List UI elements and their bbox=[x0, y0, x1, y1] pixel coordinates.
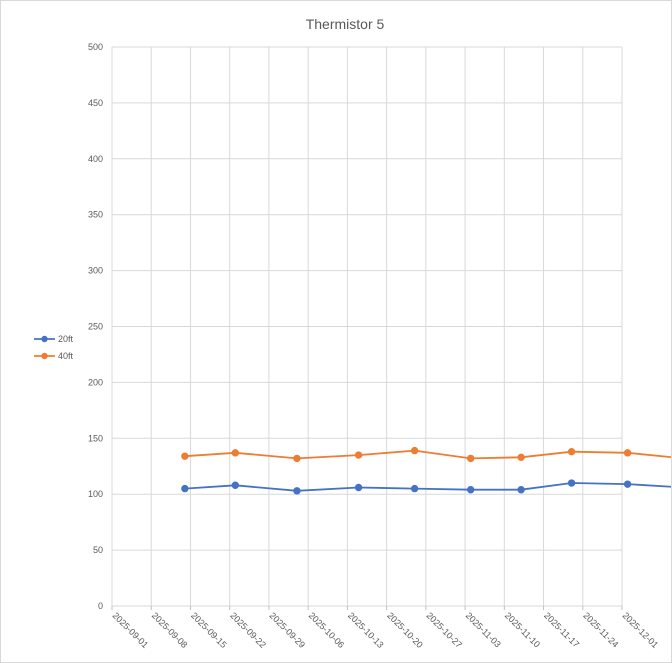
y-tick-label: 200 bbox=[88, 377, 103, 387]
data-point-20ft bbox=[623, 480, 632, 488]
x-tick-label: 2025-11-03 bbox=[464, 610, 503, 649]
data-point-40ft bbox=[181, 452, 189, 460]
x-tick-label: 2025-11-17 bbox=[542, 610, 581, 649]
x-tick-label: 2025-10-27 bbox=[424, 610, 464, 650]
series-line-40ft bbox=[184, 449, 671, 460]
x-tick-label: 2025-09-08 bbox=[150, 610, 190, 650]
data-point-40ft bbox=[231, 449, 239, 457]
x-tick-label: 2025-10-20 bbox=[385, 610, 425, 650]
legend-marker-40ft bbox=[41, 352, 48, 360]
data-point-20ft bbox=[231, 481, 239, 489]
y-tick-label: 50 bbox=[93, 545, 103, 555]
chart-title: Thermistor 5 bbox=[306, 16, 385, 32]
x-axis-ticks: 2025-09-01 2025-09-08 2025-09-15 2025-09-22… bbox=[111, 610, 661, 650]
legend-label-40ft: 40ft bbox=[58, 351, 74, 361]
data-point-40ft bbox=[293, 454, 301, 463]
data-point-40ft bbox=[623, 449, 632, 457]
y-tick-label: 150 bbox=[88, 433, 103, 443]
data-point-20ft bbox=[567, 479, 576, 487]
x-tick-label: 2025-09-29 bbox=[268, 610, 308, 650]
x-tick-label: 2025-10-06 bbox=[307, 610, 347, 650]
x-tick-label: 2025-11-24 bbox=[581, 610, 620, 649]
y-tick-label: 400 bbox=[88, 154, 103, 164]
x-tick-label: 2025-12-01 bbox=[621, 610, 661, 650]
legend-marker-20ft bbox=[41, 335, 48, 343]
legend: 20ft 40ft bbox=[34, 334, 74, 361]
data-point-20ft bbox=[517, 486, 525, 494]
y-tick-label: 500 bbox=[88, 42, 103, 52]
data-point-20ft bbox=[410, 484, 419, 493]
y-tick-label: 300 bbox=[88, 266, 103, 276]
x-tick-label: 2025-10-13 bbox=[346, 610, 386, 650]
x-tick-label: 2025-09-01 bbox=[111, 610, 151, 650]
data-point-20ft bbox=[354, 483, 363, 492]
legend-label-20ft: 20ft bbox=[58, 334, 74, 344]
series-line-20ft bbox=[184, 482, 671, 492]
grid-lines bbox=[111, 46, 623, 610]
data-point-20ft bbox=[293, 487, 301, 495]
series-lines bbox=[181, 446, 671, 495]
y-tick-label: 0 bbox=[98, 601, 103, 611]
data-point-40ft bbox=[466, 454, 475, 463]
data-point-40ft bbox=[410, 446, 419, 455]
data-point-20ft bbox=[181, 484, 189, 493]
data-point-40ft bbox=[567, 448, 576, 456]
y-tick-label: 350 bbox=[88, 210, 103, 220]
data-point-40ft bbox=[354, 451, 363, 459]
data-point-20ft bbox=[466, 486, 475, 494]
y-tick-label: 250 bbox=[88, 322, 103, 332]
data-point-40ft bbox=[517, 453, 525, 462]
x-tick-label: 2025-09-15 bbox=[189, 610, 229, 650]
x-tick-label: 2025-09-22 bbox=[228, 610, 268, 650]
y-tick-label: 450 bbox=[88, 98, 103, 108]
x-tick-label: 2025-11-10 bbox=[503, 610, 542, 649]
y-tick-label: 100 bbox=[88, 489, 103, 499]
y-axis-ticks: 0 50 100 150 200 250 300 350 400 450 500 bbox=[88, 42, 103, 611]
